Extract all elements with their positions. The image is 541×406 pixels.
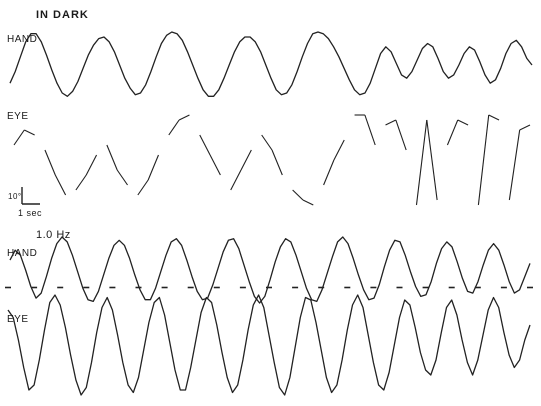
eye-trace-segment [24,129,35,136]
eye-trace-segment [168,119,180,136]
eye-trace-segment [323,159,335,186]
eye-trace-segment [385,119,397,126]
eye-trace-segment [147,154,159,181]
eye-trace-segment [271,149,283,176]
eye-trace-segment [457,119,469,126]
eye-trace-segment [519,124,531,131]
eye-trace-segment [426,119,438,201]
scale-time-label: 1 sec [18,208,43,218]
traces [5,31,533,396]
hand-trace-0 [9,31,533,97]
hand-label-top: HAND [7,34,38,45]
eye-trace-segment [508,129,521,201]
eye-trace-segment [116,169,128,186]
eye-trace-segment [333,139,345,161]
eye-trace-segment [477,114,490,206]
eye-trace-segment [137,179,149,196]
eye-trace-segment [292,189,304,201]
hand-label-bottom: HAND [7,248,38,259]
eye-trace-segment [488,114,500,121]
eye-label-bottom: EYE [7,314,29,325]
eye-trace-segment [106,144,118,171]
scale-amplitude-label: 10° [8,192,22,201]
eye-trace-segment [199,134,211,156]
eye-trace-segment [54,174,67,196]
frequency-label: 1.0 Hz [36,229,71,241]
eye-trace-segment [302,199,314,206]
eye-trace-segment [230,169,242,191]
eye-trace-segment [13,129,25,146]
eye-trace-segment [44,149,56,176]
eye-trace-segment [178,114,190,121]
eye-trace-segment [85,154,98,176]
eye-trace-segment [446,119,459,146]
eye-trace-segment [261,134,273,151]
eye-trace-segment [395,119,407,151]
hand-trace-2 [9,236,531,304]
scale-bar [21,187,40,205]
eye-trace-segment [75,174,87,191]
eye-trace-segment [415,119,428,206]
eye-trace-segment [364,114,376,146]
condition-title: IN DARK [36,9,89,21]
eye-trace-segment [209,154,221,176]
eye-trace-3 [7,294,531,396]
eye-label-top: EYE [7,111,29,122]
eye-trace-segment [240,149,252,171]
